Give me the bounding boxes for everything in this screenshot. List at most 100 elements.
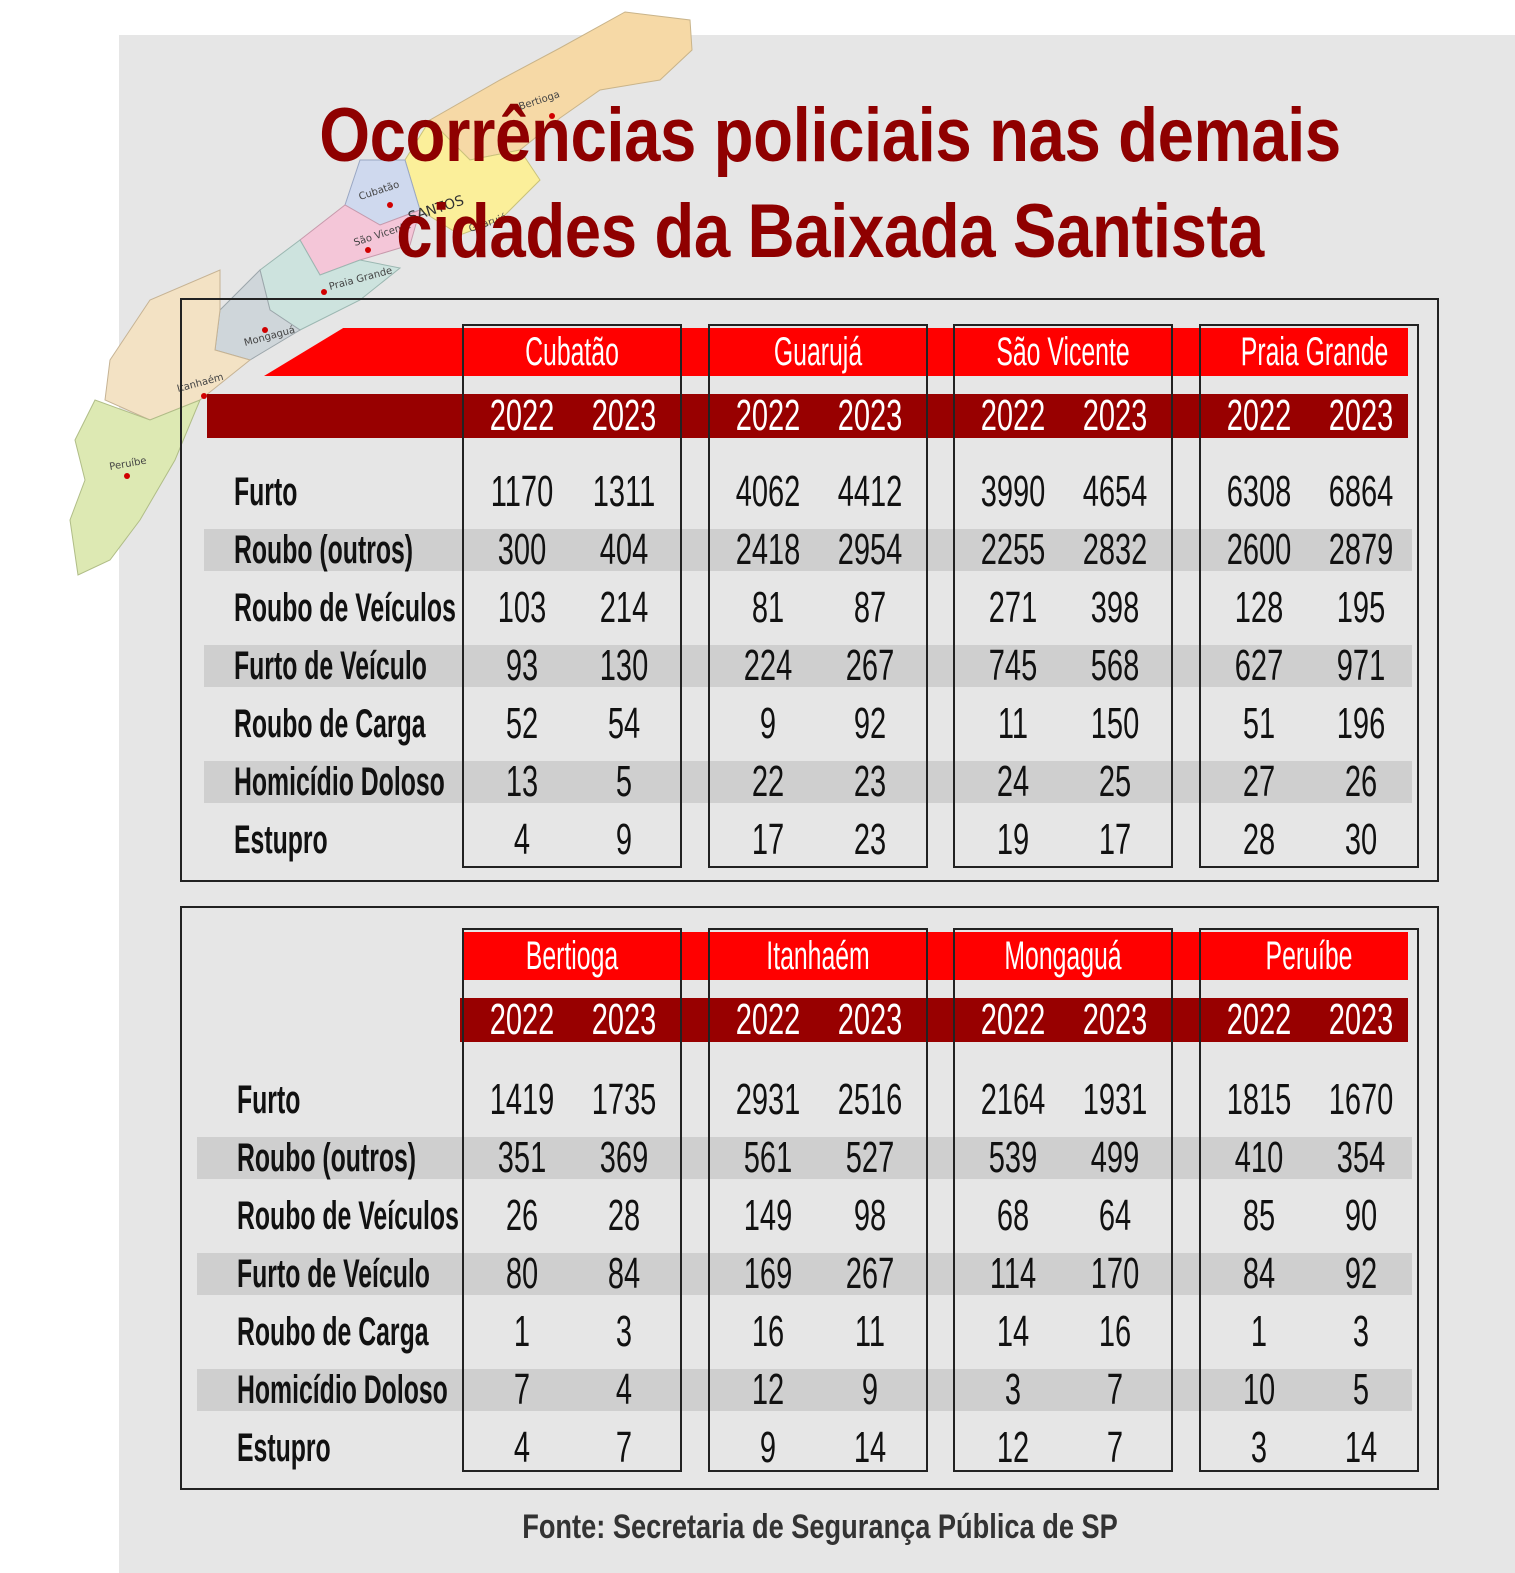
cell-value: 224 xyxy=(743,641,793,690)
source-note: Fonte: Secretaria de Segurança Pública d… xyxy=(522,1508,1118,1546)
map-dot-saovicente xyxy=(365,247,371,253)
cell-value: 7 xyxy=(1106,1365,1124,1414)
cell-value: 7 xyxy=(1106,1423,1124,1472)
cell-value: 14 xyxy=(853,1423,887,1472)
year-header-band xyxy=(460,998,1408,1042)
cell-value: 1419 xyxy=(489,1075,555,1124)
cell-value: 5 xyxy=(1352,1365,1370,1414)
cell-value: 170 xyxy=(1090,1249,1140,1298)
cell-value: 404 xyxy=(599,525,649,574)
cell-value: 4 xyxy=(513,815,531,864)
cell-value: 561 xyxy=(743,1133,793,1182)
cell-value: 84 xyxy=(1242,1249,1276,1298)
map-region-peruibe xyxy=(69,399,201,576)
table-section-2: Furto Roubo (outros) Roubo de Veículos Furt… xyxy=(180,906,1439,1490)
row-label: Furto xyxy=(237,1078,301,1122)
cell-value: 24 xyxy=(996,757,1030,806)
city-column-frame xyxy=(708,324,928,868)
cell-value: 2931 xyxy=(735,1075,801,1124)
cell-value: 3990 xyxy=(980,467,1046,516)
cell-value: 9 xyxy=(759,1423,777,1472)
city-column-frame xyxy=(1199,324,1419,868)
cell-value: 7 xyxy=(513,1365,531,1414)
cell-value: 568 xyxy=(1090,641,1140,690)
cell-value: 214 xyxy=(599,583,649,632)
cell-value: 2516 xyxy=(837,1075,903,1124)
cell-value: 351 xyxy=(497,1133,547,1182)
cell-value: 103 xyxy=(497,583,547,632)
cell-value: 300 xyxy=(497,525,547,574)
cell-value: 92 xyxy=(1344,1249,1378,1298)
cell-value: 26 xyxy=(505,1191,539,1240)
city-column-frame xyxy=(953,324,1173,868)
row-label: Homicídio Doloso xyxy=(237,1368,448,1412)
cell-value: 1670 xyxy=(1328,1075,1394,1124)
cell-value: 971 xyxy=(1336,641,1386,690)
cell-value: 3 xyxy=(1352,1307,1370,1356)
cell-value: 745 xyxy=(988,641,1038,690)
cell-value: 3 xyxy=(615,1307,633,1356)
year-label: 2022 xyxy=(735,995,801,1044)
row-label: Furto de Veículo xyxy=(234,644,427,688)
year-label: 2022 xyxy=(489,995,555,1044)
city-column-frame xyxy=(462,324,682,868)
cell-value: 1311 xyxy=(592,467,656,516)
cell-value: 11 xyxy=(997,699,1029,748)
cell-value: 64 xyxy=(1098,1191,1132,1240)
row-label: Homicídio Doloso xyxy=(234,760,445,804)
map-region-bertioga xyxy=(429,11,693,161)
row-label: Roubo de Carga xyxy=(234,702,426,746)
cell-value: 85 xyxy=(1242,1191,1276,1240)
cell-value: 1170 xyxy=(490,467,554,516)
row-label: Roubo de Carga xyxy=(237,1310,429,1354)
cell-value: 81 xyxy=(751,583,785,632)
cell-value: 4 xyxy=(615,1365,633,1414)
cell-value: 4654 xyxy=(1082,467,1148,516)
cell-value: 9 xyxy=(861,1365,879,1414)
year-label: 2023 xyxy=(1328,391,1394,440)
year-label: 2022 xyxy=(1226,391,1292,440)
row-label: Estupro xyxy=(237,1426,331,1470)
year-label: 2022 xyxy=(735,391,801,440)
cell-value: 4062 xyxy=(735,467,801,516)
city-name: Praia Grande xyxy=(1240,330,1389,374)
year-label: 2022 xyxy=(980,995,1046,1044)
cell-value: 14 xyxy=(996,1307,1030,1356)
cell-value: 28 xyxy=(1242,815,1276,864)
row-stripe xyxy=(197,1137,1412,1179)
year-label: 2023 xyxy=(837,995,903,1044)
city-header-band xyxy=(462,932,1408,980)
cell-value: 128 xyxy=(1234,583,1284,632)
row-stripe xyxy=(197,1369,1412,1411)
city-column-frame xyxy=(708,928,928,1472)
cell-value: 499 xyxy=(1090,1133,1140,1182)
row-label: Furto xyxy=(234,470,298,514)
cell-value: 84 xyxy=(607,1249,641,1298)
cell-value: 27 xyxy=(1242,757,1276,806)
row-stripe xyxy=(204,529,1412,571)
city-name: Itanhaém xyxy=(766,934,870,978)
cell-value: 3 xyxy=(1250,1423,1268,1472)
cell-value: 2832 xyxy=(1082,525,1148,574)
cell-value: 14 xyxy=(1344,1423,1378,1472)
cell-value: 12 xyxy=(996,1423,1030,1472)
cell-value: 23 xyxy=(853,815,887,864)
row-label: Estupro xyxy=(234,818,328,862)
row-label: Roubo (outros) xyxy=(237,1136,417,1180)
city-name: Cubatão xyxy=(525,330,619,374)
row-stripe xyxy=(204,761,1412,803)
cell-value: 26 xyxy=(1344,757,1378,806)
cell-value: 23 xyxy=(853,757,887,806)
city-column-frame xyxy=(462,928,682,1472)
map-dot-peruibe xyxy=(124,473,130,479)
map-dot-mongagua xyxy=(262,327,268,333)
cell-value: 267 xyxy=(845,641,895,690)
row-stripe xyxy=(204,645,1412,687)
cell-value: 150 xyxy=(1090,699,1140,748)
cell-value: 1735 xyxy=(591,1075,657,1124)
row-label: Roubo (outros) xyxy=(234,528,414,572)
baixada-santista-map: Bertioga Cubatão SANTOS Guarujá São Vice… xyxy=(69,11,693,576)
cell-value: 12 xyxy=(751,1365,785,1414)
table-section-1: Furto Roubo (outros) Roubo de Veículos Furt… xyxy=(180,298,1439,882)
city-column-frame xyxy=(953,928,1173,1472)
